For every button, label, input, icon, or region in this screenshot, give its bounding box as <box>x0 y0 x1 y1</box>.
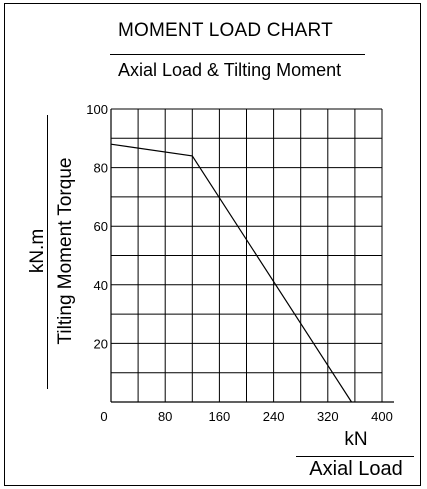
series-line <box>110 143 353 403</box>
x-axis-unit-label: kN <box>344 429 368 450</box>
chart-subtitle: Axial Load & Tilting Moment <box>118 60 342 80</box>
x-tick-label: 400 <box>371 409 393 424</box>
chart-frame <box>4 3 421 486</box>
x-axis-label-divider <box>296 456 414 457</box>
y-tick-label: 20 <box>94 336 108 351</box>
x-axis-label: Axial Load <box>309 458 403 480</box>
y-tick-label: 80 <box>94 161 108 176</box>
x-tick-label: 80 <box>158 409 172 424</box>
y-axis-label-divider <box>47 115 48 389</box>
y-tick-label: 100 <box>86 102 108 117</box>
y-tick-label: 40 <box>94 278 108 293</box>
x-tick-label: 160 <box>209 409 231 424</box>
y-axis-label-group: kN.m Tilting Moment Torque <box>14 110 76 392</box>
title-divider <box>110 54 365 55</box>
x-tick-label: 320 <box>317 409 339 424</box>
y-tick-label: 60 <box>94 219 108 234</box>
chart-title: MOMENT LOAD CHART <box>118 20 333 41</box>
x-tick-label: 240 <box>263 409 285 424</box>
x-tick-label: 0 <box>100 409 107 424</box>
